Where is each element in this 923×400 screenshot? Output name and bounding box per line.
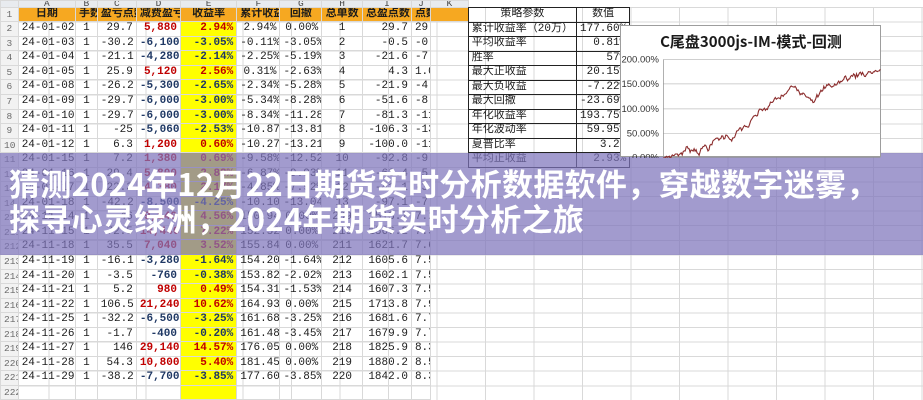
svg-text:0.00%: 0.00% xyxy=(632,153,659,158)
svg-text:100.00%: 100.00% xyxy=(621,104,659,115)
svg-text:200.00%: 200.00% xyxy=(621,55,659,66)
svg-text:150.00%: 150.00% xyxy=(621,79,659,90)
svg-text:50.00%: 50.00% xyxy=(627,128,660,139)
svg-text:C尾盘3000js-IM-模式-回测: C尾盘3000js-IM-模式-回测 xyxy=(660,31,842,52)
